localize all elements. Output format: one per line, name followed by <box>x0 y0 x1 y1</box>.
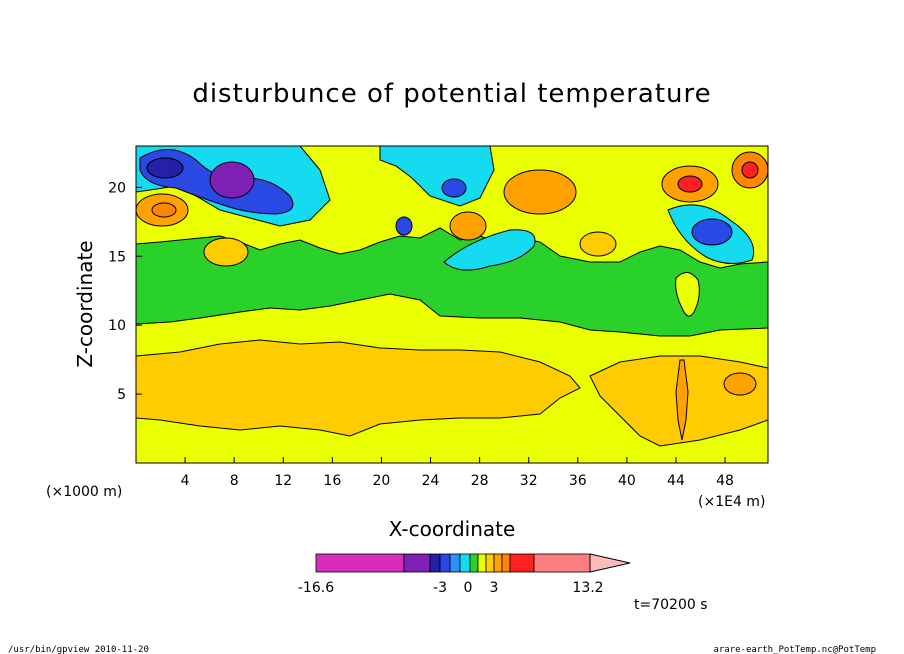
colorbar-segment <box>533 553 591 573</box>
colorbar-segment <box>501 553 511 573</box>
contour-region-blue-mid <box>441 178 467 198</box>
footer-right: arare-earth_PotTemp.nc@PotTemp <box>713 645 876 654</box>
colorbar-max-label: 13.2 <box>572 580 603 596</box>
x-tick-label: 12 <box>274 473 292 489</box>
contour-region-blue-right <box>691 218 733 246</box>
contour-region-blue-small <box>395 216 413 236</box>
x-axis: 4 8 12 16 20 24 28 32 36 40 44 48 <box>181 457 734 489</box>
colorbar-segment <box>439 553 451 573</box>
colorbar-tick-label: -3 <box>433 580 447 596</box>
x-unit-label: (×1000 m) <box>46 484 122 500</box>
contour-region-red-far-right <box>741 161 759 179</box>
x-scale-note: (×1E4 m) <box>698 494 765 510</box>
colorbar-segment <box>449 553 461 573</box>
colorbar-segment <box>459 553 471 573</box>
footer-left: /usr/bin/gpview 2010-11-20 <box>8 645 149 654</box>
contour-region-warm-small2 <box>203 237 249 267</box>
x-tick-label: 36 <box>569 473 587 489</box>
y-tick-label: 20 <box>108 180 126 196</box>
chart-title: disturbunce of potential temperature <box>192 79 711 109</box>
contour-region-warm-mid <box>449 211 487 241</box>
colorbar-segment <box>429 553 441 573</box>
x-tick-label: 16 <box>323 473 341 489</box>
y-tick-label: 5 <box>117 387 126 403</box>
contour-region-red-right <box>677 175 703 193</box>
contour-region-warm-left-core <box>151 202 177 218</box>
x-tick-label: 8 <box>230 473 239 489</box>
plot-area <box>135 145 769 464</box>
time-label: t=70200 s <box>634 597 708 613</box>
contour-region-orange-band <box>136 339 581 437</box>
x-tick-label: 4 <box>181 473 190 489</box>
contour-region-cyan-lower <box>443 229 536 271</box>
x-tick-label: 28 <box>471 473 489 489</box>
contour-region-warm-small <box>579 231 617 257</box>
y-tick-label: 15 <box>108 249 126 265</box>
x-tick-label: 24 <box>422 473 440 489</box>
y-axis-label: Z-coordinate <box>73 240 97 367</box>
colorbar-tick-label: 3 <box>490 580 499 596</box>
colorbar-extend-arrow <box>589 553 631 573</box>
x-tick-label: 44 <box>667 473 685 489</box>
x-tick-label: 48 <box>716 473 734 489</box>
contour-region-warm-mid2 <box>503 169 577 215</box>
colorbar-min-label: -16.6 <box>298 580 334 596</box>
x-tick-label: 32 <box>520 473 538 489</box>
x-axis-label: X-coordinate <box>389 517 516 541</box>
contour-region-orange-spot <box>723 372 757 396</box>
colorbar-segment <box>485 553 495 573</box>
colorbar-segment <box>509 553 535 573</box>
y-tick-label: 10 <box>108 318 126 334</box>
colorbar <box>315 553 631 573</box>
y-axis: 5 10 15 20 <box>108 180 142 403</box>
x-tick-label: 40 <box>618 473 636 489</box>
x-tick-label: 20 <box>373 473 391 489</box>
contour-region-yellow-spot <box>675 272 700 317</box>
plot-frame <box>135 145 769 464</box>
colorbar-segment <box>477 553 487 573</box>
colorbar-tick-labels: -3 0 3 <box>433 580 498 596</box>
colorbar-segment <box>469 553 479 573</box>
contour-region-purple-core <box>209 161 255 199</box>
contour-region-purple-small <box>146 157 184 179</box>
contour-vertical-feature <box>675 359 689 441</box>
colorbar-tick-label: 0 <box>464 580 473 596</box>
colorbar-segment <box>403 553 431 573</box>
colorbar-segment <box>493 553 503 573</box>
colorbar-segment <box>315 553 405 573</box>
